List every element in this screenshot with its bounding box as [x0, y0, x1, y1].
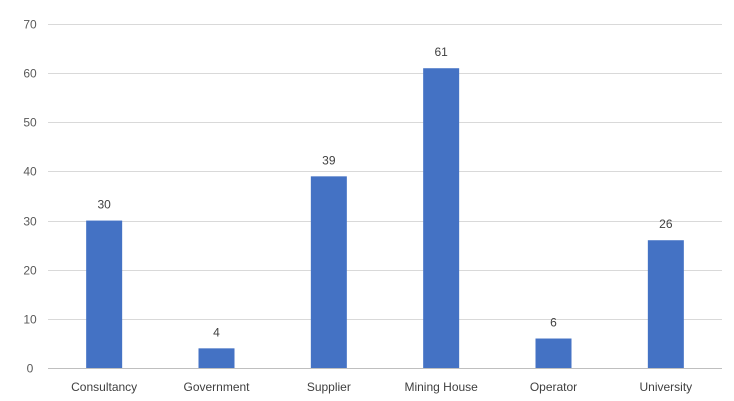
y-tick-label: 10	[23, 313, 37, 327]
bar	[647, 240, 684, 368]
bar	[423, 68, 460, 368]
bar	[86, 220, 123, 368]
x-category-label: Supplier	[307, 380, 351, 394]
y-tick-label: 30	[23, 215, 37, 229]
x-category-label: Government	[183, 380, 250, 394]
bar-data-label: 4	[213, 325, 220, 339]
gridlines	[48, 24, 722, 369]
bar	[198, 348, 235, 368]
y-tick-label: 60	[23, 67, 37, 81]
bar-data-label: 26	[659, 217, 673, 231]
y-tick-label: 20	[23, 264, 37, 278]
x-axis-labels: Consultancy Government Supplier Mining Hous…	[71, 380, 692, 394]
bar-data-label: 61	[434, 45, 448, 59]
bars	[86, 68, 684, 368]
bar-data-label: 39	[322, 153, 336, 167]
bar	[535, 338, 572, 368]
y-tick-label: 70	[23, 18, 37, 32]
y-tick-label: 40	[23, 165, 37, 179]
x-category-label: Mining House	[404, 380, 478, 394]
x-category-label: University	[639, 380, 692, 394]
x-category-label: Consultancy	[71, 380, 137, 394]
bar	[310, 176, 347, 368]
x-category-label: Operator	[530, 380, 577, 394]
y-tick-label: 0	[27, 362, 34, 376]
y-tick-label: 50	[23, 116, 37, 130]
bar-data-label: 30	[97, 198, 111, 212]
bar-data-label: 6	[550, 316, 557, 330]
y-axis-ticks: 0 10 20 30 40 50 60 70	[23, 18, 37, 376]
data-labels: 30 4 39 61 6 26	[97, 45, 672, 339]
